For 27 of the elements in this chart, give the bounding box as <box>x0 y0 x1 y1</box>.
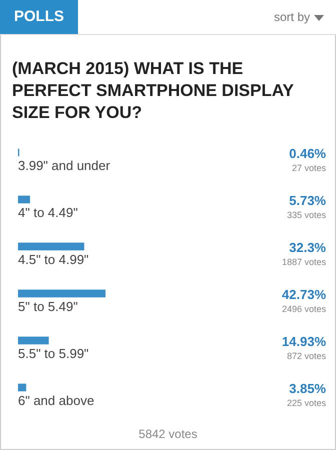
bar <box>18 242 84 250</box>
text: sort by <box>274 10 310 24</box>
text: 27 votes <box>292 162 326 173</box>
data-label: 3.85% <box>289 381 326 396</box>
text: 335 votes <box>286 210 326 220</box>
y-tick-label: 4.5" to 4.99" <box>18 252 90 268</box>
text: 2496 votes <box>282 304 326 314</box>
y-tick-label: 6" and above <box>18 393 94 408</box>
data-label: 14.93% <box>282 334 326 350</box>
text: 5842 votes <box>138 426 198 441</box>
y-tick-label: 4" to 4.49" <box>18 205 78 220</box>
y-tick-label: 3.99" and under <box>18 158 111 174</box>
data-label: 5.73% <box>289 193 326 208</box>
data-label: 0.46% <box>289 146 326 162</box>
text: (MARCH 2015) WHAT IS THE PERFECT SMARTPHONE DISPLAY SIZE FOR YOU? <box>12 58 294 124</box>
text: POLLS <box>0 0 78 34</box>
data-label: 42.73% <box>282 287 326 302</box>
y-tick-label: 5.5" to 5.99" <box>18 346 90 362</box>
text: 225 votes <box>286 398 326 408</box>
data-label: 32.3% <box>289 240 326 256</box>
bar <box>18 290 106 298</box>
y-tick-label: 5" to 5.49" <box>18 299 78 314</box>
text: 1887 votes <box>282 256 326 267</box>
bar <box>18 336 49 344</box>
text: 872 votes <box>286 350 326 361</box>
bar <box>18 196 30 204</box>
bar <box>18 384 26 392</box>
